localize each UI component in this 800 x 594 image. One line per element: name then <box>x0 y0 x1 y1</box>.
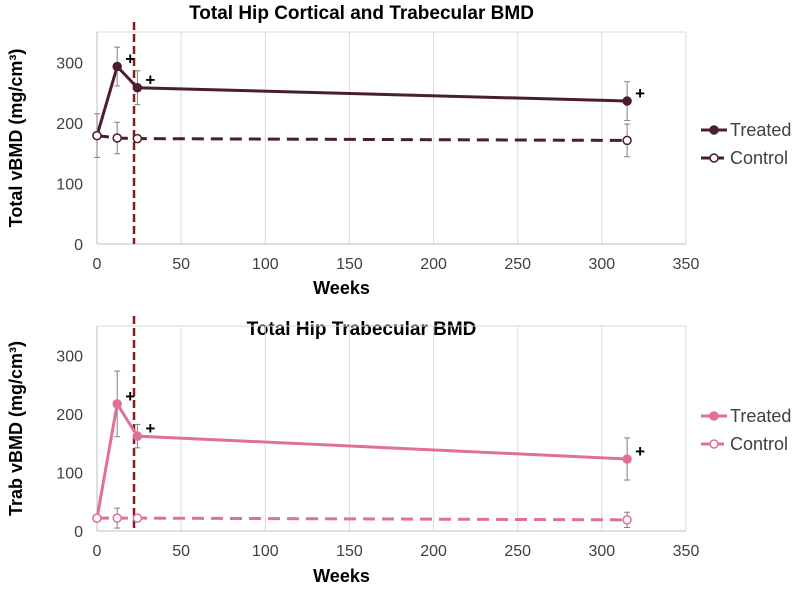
significance-mark: + <box>635 84 645 103</box>
data-point-treated <box>622 96 632 106</box>
data-point-control <box>112 513 122 523</box>
legend-marker-treated <box>709 125 719 135</box>
significance-mark: + <box>145 71 155 90</box>
x-tick-label: 0 <box>93 256 102 273</box>
legend-marker-control <box>709 153 719 163</box>
x-tick-label: 250 <box>504 256 531 273</box>
x-axis-label: Weeks <box>313 278 370 298</box>
x-tick-label: 300 <box>589 543 616 560</box>
data-point-control <box>92 513 102 523</box>
legend-label-treated: Treated <box>730 120 791 140</box>
data-point-control <box>622 135 632 146</box>
y-tick-label: 200 <box>56 116 83 133</box>
data-point-control <box>622 515 632 525</box>
data-point-treated <box>622 454 632 464</box>
legend-label-treated: Treated <box>730 406 791 426</box>
y-tick-label: 100 <box>56 465 83 482</box>
y-tick-label: 0 <box>74 237 83 254</box>
y-tick-label: 0 <box>74 524 83 541</box>
x-tick-label: 200 <box>420 543 447 560</box>
x-axis-label: Weeks <box>313 566 370 586</box>
x-tick-label: 0 <box>93 543 102 560</box>
data-point-treated <box>132 431 143 441</box>
legend-label-control: Control <box>730 148 788 168</box>
significance-mark: + <box>145 419 155 438</box>
significance-mark: + <box>635 442 645 461</box>
data-point-control <box>132 513 143 523</box>
data-point-treated <box>112 399 122 409</box>
data-point-control <box>112 133 122 143</box>
legend-marker-treated <box>709 411 719 421</box>
y-axis-label: Trab vBMD (mg/cm³) <box>6 341 26 516</box>
significance-mark: + <box>125 387 135 406</box>
chart-2: Total Hip Trabecular BMD 0 100 200 300 0 50 100… <box>6 316 791 586</box>
x-tick-label: 50 <box>172 256 190 273</box>
series-line-control <box>97 516 628 522</box>
series-line-treated <box>95 63 628 136</box>
x-tick-label: 350 <box>673 543 700 560</box>
y-axis-label: Total vBMD (mg/cm³) <box>6 49 26 228</box>
x-tick-label: 250 <box>504 543 531 560</box>
x-tick-label: 300 <box>589 256 616 273</box>
x-tick-label: 50 <box>172 543 190 560</box>
chart-title: Total Hip Cortical and Trabecular BMD <box>189 3 534 24</box>
legend-label-control: Control <box>730 434 788 454</box>
x-tick-label: 350 <box>673 256 700 273</box>
x-tick-label: 150 <box>336 256 363 273</box>
data-point-control <box>132 133 143 144</box>
chart-1: Total Hip Cortical and Trabecular BMD 0 10… <box>6 3 791 298</box>
y-tick-label: 300 <box>56 55 83 72</box>
significance-mark: + <box>125 50 135 69</box>
y-tick-label: 100 <box>56 176 83 193</box>
legend-marker-control <box>709 439 719 449</box>
data-point-treated <box>112 61 122 72</box>
y-tick-label: 300 <box>56 348 83 365</box>
chart-title: Total Hip Trabecular BMD <box>247 319 477 340</box>
series-line-treated <box>95 399 628 519</box>
data-point-control <box>92 130 102 141</box>
data-point-treated <box>132 82 143 93</box>
x-tick-label: 200 <box>420 256 447 273</box>
y-tick-label: 200 <box>56 407 83 424</box>
series-line-control <box>96 134 628 142</box>
x-tick-label: 100 <box>252 543 279 560</box>
x-tick-label: 150 <box>336 543 363 560</box>
x-tick-label: 100 <box>252 256 279 273</box>
